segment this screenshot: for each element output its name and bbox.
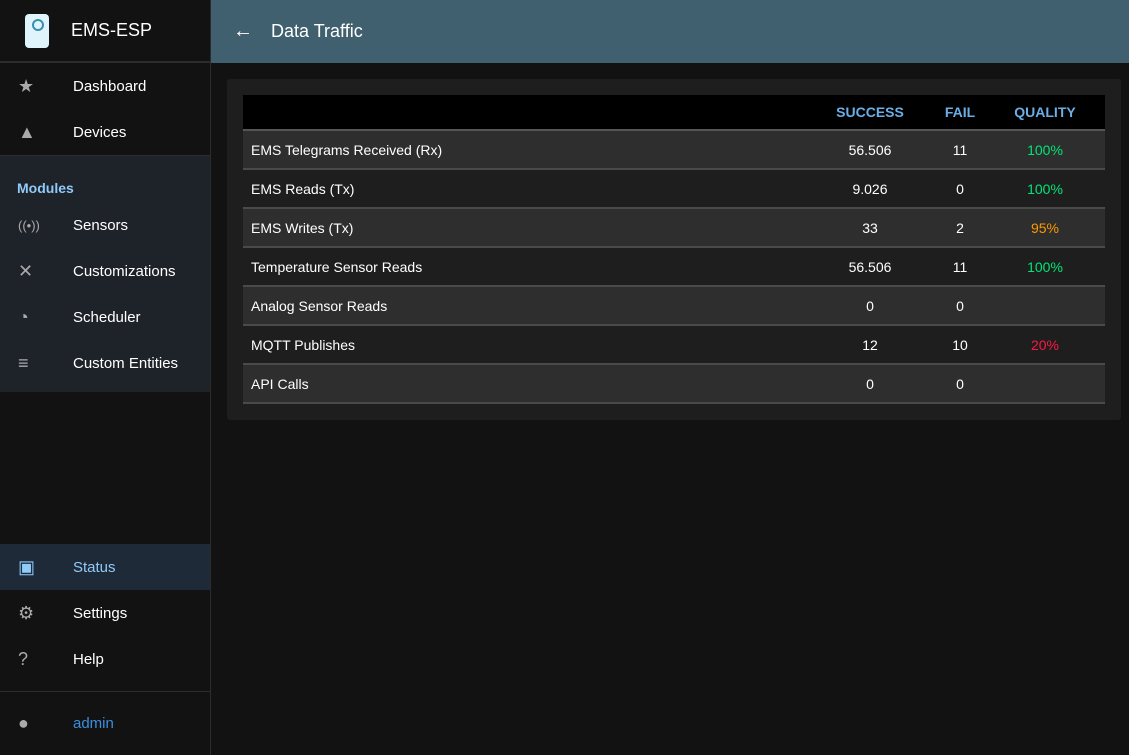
app-bar: ← Data Traffic: [211, 0, 1129, 63]
sidebar-item-custom-entities[interactable]: ≡ Custom Entities: [0, 340, 210, 386]
gear-icon: ⚙: [18, 602, 35, 623]
header-success: SUCCESS: [805, 95, 935, 131]
modules-header: Modules: [17, 180, 74, 196]
header-quality: QUALITY: [985, 95, 1105, 131]
cell-name: Analog Sensor Reads: [243, 286, 805, 326]
cell-fail: 0: [935, 169, 985, 209]
cell-name: EMS Reads (Tx): [243, 169, 805, 209]
traffic-table: SUCCESS FAIL QUALITY EMS Telegrams Recei…: [243, 95, 1105, 404]
sidebar-item-help[interactable]: ? Help: [0, 636, 210, 682]
cell-fail: 11: [935, 130, 985, 170]
sidebar-item-customizations[interactable]: ✕ Customizations: [0, 248, 210, 294]
playlist-add-icon: ≡: [18, 352, 29, 373]
cell-success: 12: [805, 325, 935, 365]
cell-success: 33: [805, 208, 935, 248]
header-fail: FAIL: [935, 95, 985, 131]
cell-name: EMS Telegrams Received (Rx): [243, 130, 805, 170]
table-row: Analog Sensor Reads 0 0: [243, 286, 1105, 326]
cell-quality: [985, 286, 1105, 326]
cell-fail: 10: [935, 325, 985, 365]
table-row: API Calls 0 0: [243, 364, 1105, 404]
modules-section: Modules ((•)) Sensors ✕ Customizations ◔ Sc…: [0, 155, 210, 392]
table-row: MQTT Publishes 12 10 20%: [243, 325, 1105, 365]
table-row: EMS Reads (Tx) 9.026 0 100%: [243, 169, 1105, 209]
cell-name: API Calls: [243, 364, 805, 404]
sensors-icon: ((•)): [18, 217, 40, 233]
help-icon: ?: [18, 648, 29, 669]
cell-success: 56.506: [805, 130, 935, 170]
cell-quality: 20%: [985, 325, 1105, 365]
back-arrow-icon[interactable]: ←: [233, 20, 253, 42]
cell-fail: 2: [935, 208, 985, 248]
cell-quality: 100%: [985, 130, 1105, 170]
table-row: Temperature Sensor Reads 56.506 11 100%: [243, 247, 1105, 287]
app-title: EMS-ESP: [71, 20, 153, 40]
cell-success: 56.506: [805, 247, 935, 287]
more-time-icon: ◔: [18, 306, 29, 327]
sidebar-item-dashboard[interactable]: ★ Dashboard: [0, 63, 210, 109]
cell-quality: 100%: [985, 169, 1105, 209]
cell-name: Temperature Sensor Reads: [243, 247, 805, 287]
page-title: Data Traffic: [271, 21, 363, 41]
tools-icon: ✕: [18, 260, 34, 281]
sidebar-item-sensors[interactable]: ((•)) Sensors: [0, 202, 210, 248]
header-name: [243, 95, 805, 131]
account-circle-icon: ●: [18, 712, 29, 733]
cell-fail: 0: [935, 364, 985, 404]
star-icon: ★: [18, 75, 35, 96]
data-traffic-panel: SUCCESS FAIL QUALITY EMS Telegrams Recei…: [227, 79, 1121, 420]
cell-quality: 95%: [985, 208, 1105, 248]
table-row: EMS Telegrams Received (Rx) 56.506 11 100%: [243, 130, 1105, 170]
user-account[interactable]: ● admin: [0, 692, 210, 754]
cell-success: 0: [805, 364, 935, 404]
sidebar-item-scheduler[interactable]: ◔ Scheduler: [0, 294, 210, 340]
cell-name: MQTT Publishes: [243, 325, 805, 365]
cell-fail: 11: [935, 247, 985, 287]
sidebar-item-settings[interactable]: ⚙ Settings: [0, 590, 210, 636]
category-icon: ▲: [18, 121, 36, 142]
cell-success: 0: [805, 286, 935, 326]
cell-quality: [985, 364, 1105, 404]
brand: EMS-ESP: [0, 0, 210, 63]
boiler-logo-icon: [25, 13, 49, 48]
cell-name: EMS Writes (Tx): [243, 208, 805, 248]
sidebar-item-status[interactable]: ▣ Status: [0, 544, 210, 590]
chart-icon: ▣: [18, 556, 36, 577]
cell-fail: 0: [935, 286, 985, 326]
table-row: EMS Writes (Tx) 33 2 95%: [243, 208, 1105, 248]
cell-success: 9.026: [805, 169, 935, 209]
cell-quality: 100%: [985, 247, 1105, 287]
sidebar: EMS-ESP ★ Dashboard ▲ Devices Modules ((•)…: [0, 0, 211, 755]
sidebar-item-devices[interactable]: ▲ Devices: [0, 109, 210, 155]
